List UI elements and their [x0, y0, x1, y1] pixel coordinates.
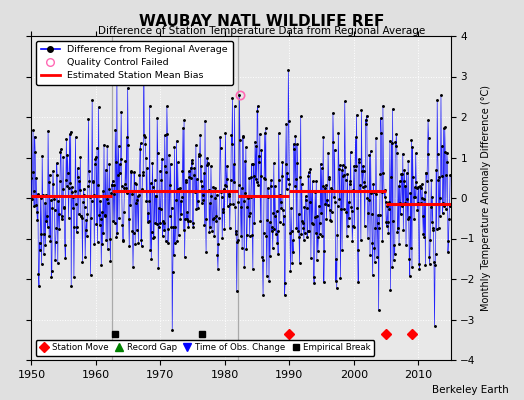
Text: Berkeley Earth: Berkeley Earth	[432, 385, 508, 395]
Text: Difference of Station Temperature Data from Regional Average: Difference of Station Temperature Data f…	[99, 26, 425, 36]
Y-axis label: Monthly Temperature Anomaly Difference (°C): Monthly Temperature Anomaly Difference (…	[481, 85, 492, 311]
Legend: Station Move, Record Gap, Time of Obs. Change, Empirical Break: Station Move, Record Gap, Time of Obs. C…	[36, 340, 375, 356]
Text: WAUBAY NATL WILDLIFE REF: WAUBAY NATL WILDLIFE REF	[139, 14, 385, 29]
